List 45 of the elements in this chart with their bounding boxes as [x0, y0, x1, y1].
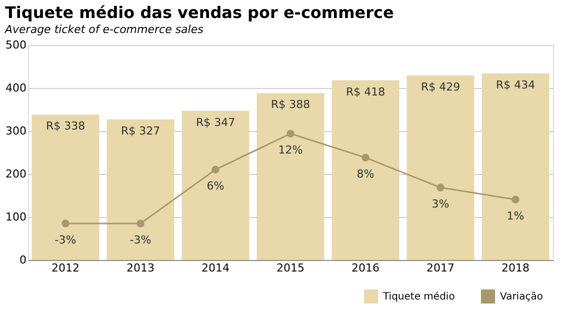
- bar: [182, 110, 250, 260]
- y-tick-label: 100: [6, 210, 26, 224]
- point: [212, 166, 220, 174]
- point: [436, 184, 444, 192]
- bar: [332, 80, 400, 260]
- legend-label: Variação: [500, 291, 543, 302]
- bar: [32, 114, 100, 260]
- point: [512, 196, 520, 204]
- point: [362, 154, 370, 162]
- data-label: R$ 388: [270, 98, 310, 112]
- point: [286, 130, 294, 138]
- data-label: R$ 347: [196, 116, 236, 129]
- bar: [256, 93, 324, 260]
- x-tick-label: 2013: [126, 262, 154, 274]
- chart-subtitle: Average ticket of e-commerce sales: [4, 23, 204, 36]
- data-label: 12%: [278, 144, 303, 157]
- y-tick-label: 400: [6, 82, 26, 94]
- x-tick-label: 2017: [426, 262, 454, 274]
- x-tick-label: 2018: [502, 262, 530, 274]
- x-tick-label: 2014: [202, 262, 230, 274]
- data-label: -3%: [130, 233, 152, 246]
- data-label: 1%: [506, 210, 524, 223]
- data-label: R$ 418: [346, 85, 386, 98]
- bar: [482, 73, 550, 260]
- data-label: 3%: [432, 198, 450, 211]
- y-tick-label: 0: [20, 254, 26, 266]
- point: [136, 220, 144, 228]
- y-tick-label: 500: [6, 38, 26, 52]
- legend-label: Tiquete médio: [382, 291, 455, 302]
- x-tick-label: 2012: [52, 262, 80, 274]
- bar: [106, 119, 174, 260]
- bar: [406, 76, 474, 260]
- data-label: 6%: [206, 180, 224, 193]
- point: [62, 220, 70, 228]
- data-label: R$ 429: [420, 80, 460, 94]
- data-label: R$ 434: [496, 78, 536, 92]
- x-tick-label: 2016: [352, 262, 380, 274]
- y-tick-label: 300: [6, 124, 26, 138]
- data-label: R$ 327: [120, 124, 160, 138]
- chart-title: Tiquete médio das vendas por e-commerce: [5, 3, 394, 22]
- y-tick-label: 200: [6, 168, 26, 180]
- x-tick-label: 2015: [276, 262, 304, 274]
- data-label: R$ 338: [46, 120, 86, 133]
- data-label: 8%: [356, 168, 374, 181]
- data-label: -3%: [54, 233, 76, 246]
